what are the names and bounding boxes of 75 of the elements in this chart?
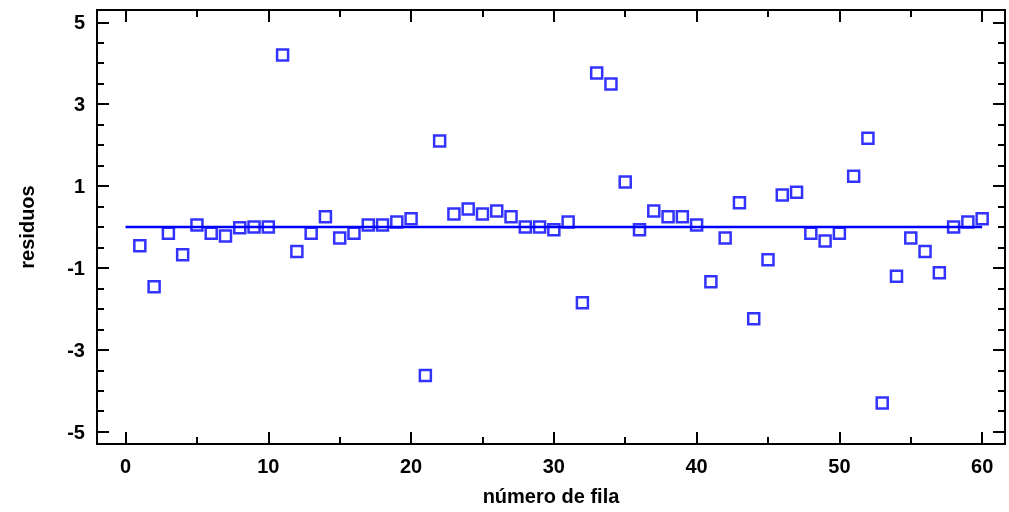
point bbox=[504, 210, 518, 224]
y-tick-label: -1 bbox=[67, 256, 85, 279]
point bbox=[518, 220, 533, 234]
y-tick-label: 1 bbox=[73, 175, 85, 198]
point bbox=[561, 215, 575, 229]
point bbox=[775, 188, 790, 202]
point bbox=[275, 48, 290, 62]
x-axis-title: número de fila bbox=[482, 485, 621, 507]
point bbox=[218, 229, 233, 243]
point bbox=[832, 226, 847, 240]
point bbox=[447, 207, 461, 221]
point bbox=[190, 218, 204, 232]
x-tick-label: 10 bbox=[257, 455, 280, 477]
point bbox=[290, 244, 304, 259]
x-tick-label: 0 bbox=[119, 455, 132, 477]
point bbox=[361, 218, 376, 232]
point bbox=[347, 226, 361, 240]
point bbox=[233, 221, 247, 235]
point bbox=[932, 266, 947, 280]
point bbox=[490, 204, 504, 218]
point bbox=[704, 275, 718, 289]
point bbox=[746, 311, 761, 326]
point bbox=[718, 231, 732, 245]
point bbox=[632, 223, 647, 237]
point bbox=[732, 196, 747, 210]
point bbox=[404, 212, 418, 226]
point bbox=[846, 169, 861, 183]
point bbox=[461, 202, 475, 216]
point bbox=[475, 207, 490, 221]
point bbox=[975, 212, 989, 226]
point bbox=[889, 269, 904, 283]
y-tick-label: 3 bbox=[73, 93, 85, 116]
point bbox=[804, 226, 818, 240]
y-tick-label: -3 bbox=[67, 338, 85, 361]
point bbox=[161, 226, 176, 240]
point bbox=[861, 131, 875, 145]
x-tick-label: 50 bbox=[828, 455, 851, 477]
point bbox=[318, 210, 333, 224]
point bbox=[133, 239, 147, 253]
point bbox=[304, 226, 318, 240]
point bbox=[661, 210, 675, 224]
point bbox=[918, 244, 932, 259]
point bbox=[204, 226, 218, 240]
x-tick-label: 30 bbox=[542, 455, 565, 477]
point bbox=[390, 215, 404, 229]
point bbox=[332, 231, 347, 245]
point bbox=[175, 248, 190, 262]
point bbox=[247, 220, 261, 234]
point bbox=[418, 368, 433, 383]
point bbox=[575, 296, 590, 310]
point bbox=[375, 218, 390, 232]
point bbox=[675, 210, 690, 224]
y-axis-title: residuos bbox=[16, 185, 38, 269]
point bbox=[946, 220, 961, 234]
x-tick-label: 60 bbox=[971, 455, 994, 477]
point bbox=[689, 218, 704, 232]
point bbox=[604, 77, 618, 91]
point bbox=[589, 66, 604, 80]
point bbox=[961, 215, 975, 229]
point bbox=[789, 185, 804, 199]
y-tick-label: -5 bbox=[67, 420, 85, 443]
point bbox=[904, 231, 918, 245]
point bbox=[261, 220, 276, 234]
point bbox=[761, 253, 775, 267]
point bbox=[647, 204, 661, 218]
point bbox=[547, 223, 561, 237]
point bbox=[432, 134, 447, 148]
y-tick-label: 5 bbox=[73, 11, 85, 34]
point bbox=[147, 280, 161, 294]
point bbox=[875, 396, 889, 410]
x-tick-label: 40 bbox=[685, 455, 708, 477]
point bbox=[618, 175, 632, 189]
x-tick-label: 20 bbox=[399, 455, 423, 477]
point bbox=[532, 220, 547, 234]
point bbox=[818, 234, 832, 248]
